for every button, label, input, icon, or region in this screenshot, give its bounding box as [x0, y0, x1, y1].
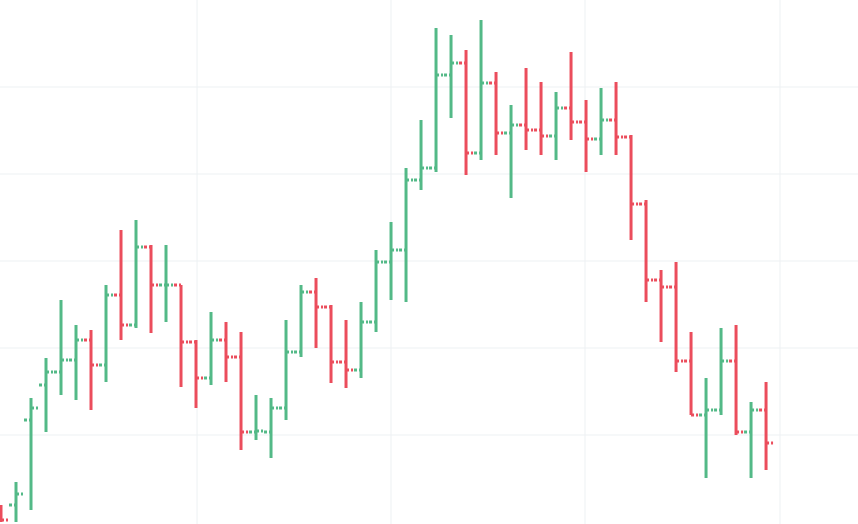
- chart: [0, 0, 858, 524]
